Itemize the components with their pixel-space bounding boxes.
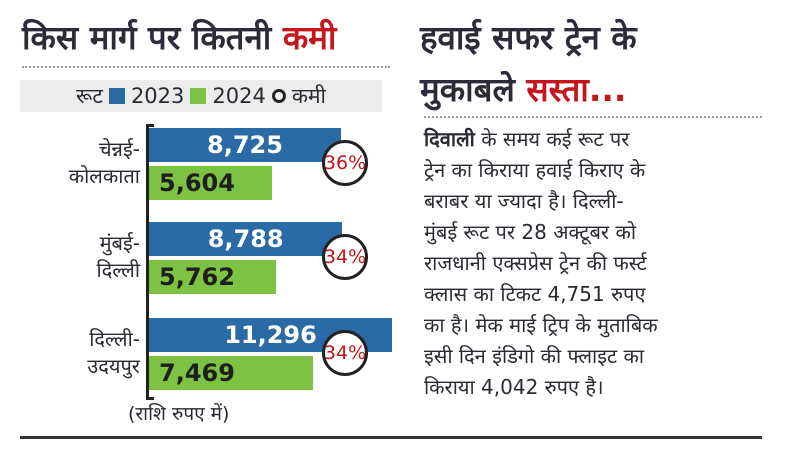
category-label: चेन्नई- कोलकाता [12, 136, 140, 190]
legend: रूट 2023 2024 कमी [20, 80, 382, 112]
reduction-circle: 34% [322, 330, 368, 376]
category-label-line: मुंबई- [99, 231, 140, 255]
bar-2024: 5,762 [149, 260, 276, 294]
headline-line-2: मुकाबले सस्ता... [420, 70, 627, 109]
headline-line-1: हवाई सफर ट्रेन के [420, 18, 637, 57]
category-label: दिल्ली- उदयपुर [12, 326, 140, 380]
category-label-line: उदयपुर [87, 354, 140, 378]
bar-value-label: 7,469 [159, 359, 235, 387]
chart-title: किस मार्ग पर कितनी कमी [22, 18, 337, 57]
category-label-line: दिल्ली- [89, 327, 140, 351]
bar-value-label: 5,762 [159, 263, 235, 291]
category-label-line: चेन्नई- [98, 137, 140, 161]
legend-2024-swatch [190, 88, 207, 104]
bar-value-label: 8,725 [207, 131, 283, 159]
article-body: दिवाली के समय कई रूट पर ट्रेन का किराया … [424, 127, 658, 399]
bar-value-label: 5,604 [159, 169, 235, 197]
category-label: मुंबई- दिल्ली [12, 230, 140, 284]
legend-2023-swatch [108, 88, 125, 104]
bar-value-label: 11,296 [224, 321, 317, 349]
bar-2023: 8,725 [149, 128, 341, 162]
divider [22, 66, 390, 68]
bar-2024: 7,469 [149, 356, 314, 390]
bar-2023: 8,788 [149, 222, 343, 256]
reduction-circle: 34% [322, 234, 368, 280]
axis-bracket [146, 124, 154, 400]
divider [424, 116, 762, 118]
bar-value-label: 8,788 [207, 225, 284, 253]
bar-2024: 5,604 [149, 166, 273, 200]
bottom-rule [20, 436, 762, 439]
category-label-line: कोलकाता [68, 164, 140, 188]
reduction-circle: 36% [322, 140, 368, 186]
legend-ring-icon [271, 89, 286, 103]
unit-note: (राशि रुपए में) [128, 403, 230, 425]
category-label-line: दिल्ली [96, 258, 140, 282]
